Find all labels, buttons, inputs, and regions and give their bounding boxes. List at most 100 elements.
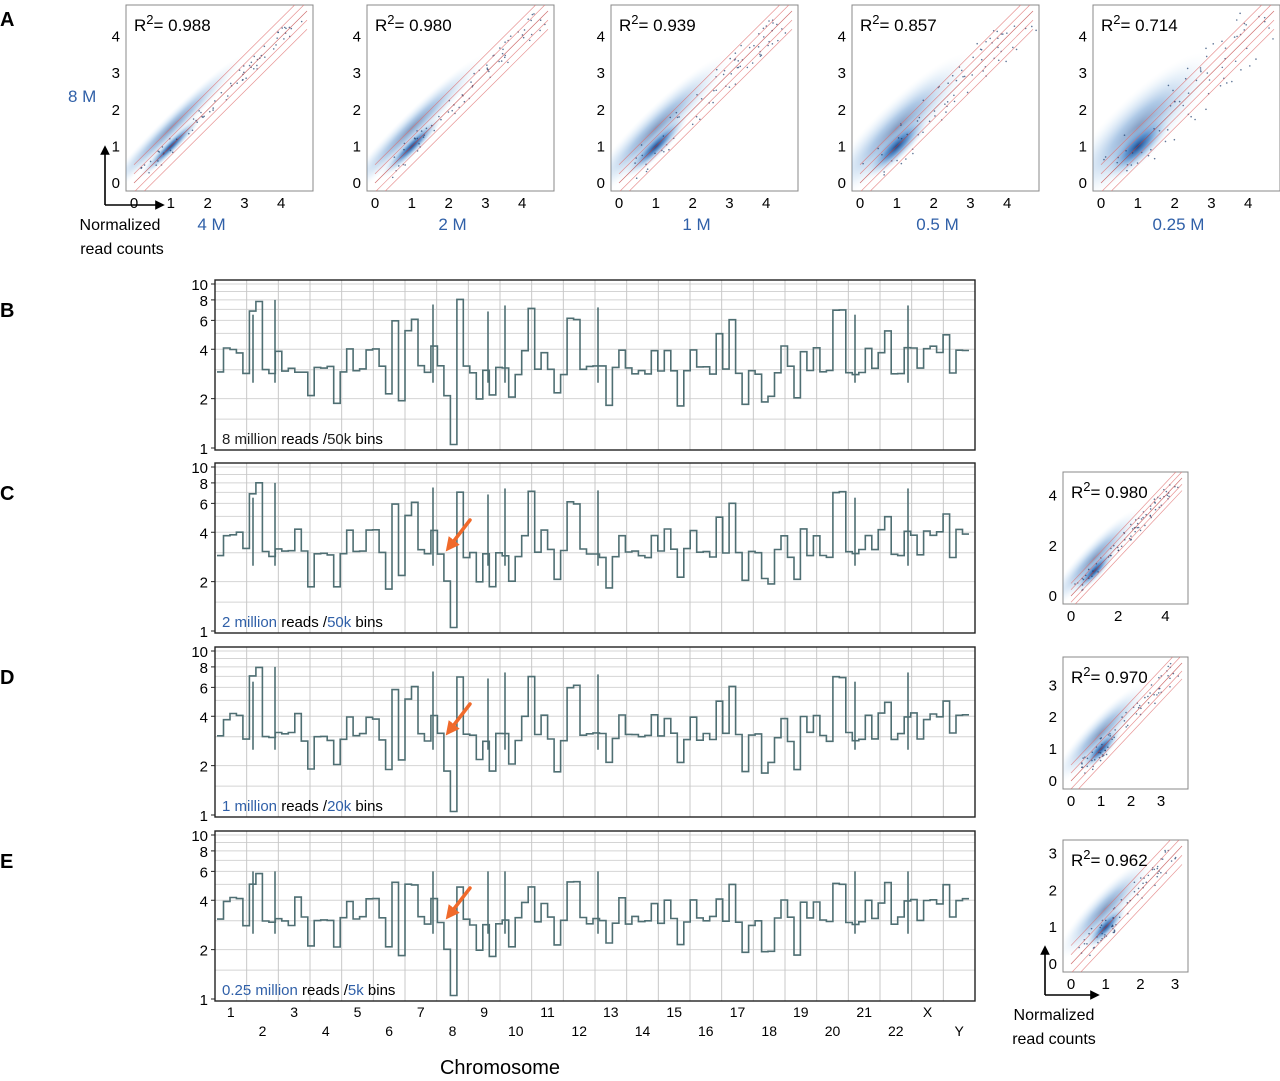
a-plot-5-point	[1167, 84, 1170, 87]
a-plot-5-point	[1136, 162, 1139, 164]
side-plot-1-point	[1112, 544, 1115, 547]
side-plot-2-point	[1126, 724, 1129, 727]
side-plot-1-point	[1136, 526, 1139, 529]
chromosome-label-18: 18	[761, 1023, 777, 1039]
side-plot-3-point	[1164, 849, 1166, 852]
a-plot-4-point	[951, 74, 954, 77]
a-plot-3-point	[700, 97, 703, 100]
a-plot-1-point	[208, 110, 211, 113]
a-plot-4-point	[1005, 60, 1007, 63]
a-plot-5-point	[1174, 100, 1176, 103]
a-plot-2-point	[416, 137, 419, 140]
a-plot-4-point	[976, 42, 978, 45]
a-plot-4-point	[945, 111, 947, 113]
side-plot-1-guide	[1070, 477, 1183, 597]
a-plot-5-point	[1195, 79, 1198, 82]
a-plot-3-point	[646, 168, 649, 170]
a-plot-4-point	[883, 174, 885, 176]
a-plot-1-guide	[133, 10, 308, 184]
a-plot-4-point	[1015, 48, 1018, 51]
a-plot-3-point	[729, 57, 731, 60]
a-plot-1-point	[264, 56, 266, 58]
a-plot-2-xtick: 3	[481, 195, 489, 212]
a-plot-1-point	[283, 38, 285, 40]
side-plot-2-point	[1123, 720, 1126, 722]
chromosome-label-9: 9	[480, 1004, 488, 1020]
side-plot-3-ytick: 2	[1049, 882, 1057, 899]
y-tick-label: 1	[200, 624, 208, 641]
a-plot-5-guide	[1100, 5, 1272, 175]
a-plot-3-point	[757, 46, 760, 48]
orange-arrow	[445, 702, 472, 736]
profile-frame	[214, 462, 976, 634]
a-plot-5-point	[1221, 66, 1224, 69]
copy-number-line	[217, 666, 969, 813]
side-plot-2-guide	[1070, 662, 1183, 782]
y-tick-label: 1	[200, 992, 208, 1009]
side-plot-3: 00 1 1 2 2 3 3 R2= 0.962	[1049, 839, 1189, 993]
a-plot-4-xtick: 1	[893, 195, 901, 212]
a-plot-1-point	[256, 64, 258, 67]
orange-arrow	[445, 886, 472, 920]
a-plot-4-xtick: 3	[966, 195, 974, 212]
a-plot-2-point	[486, 64, 488, 66]
chromosome-label-5: 5	[354, 1004, 362, 1020]
side-plot-2-point	[1111, 738, 1113, 741]
a-plot-2-point	[527, 18, 530, 20]
side-plot-1-point	[1130, 535, 1132, 537]
a-plot-4-cloud	[852, 5, 1037, 191]
a-plot-4-point	[971, 74, 973, 76]
side-plot-3-guide	[1070, 845, 1183, 965]
a-plot-5-point	[1150, 148, 1152, 151]
side-plot-2-point	[1158, 676, 1160, 679]
side-plot-3-point	[1101, 937, 1103, 940]
a-plot-4-ytick: 0	[838, 175, 846, 192]
side-plot-2-point	[1091, 759, 1093, 762]
a-plot-5-point	[1225, 82, 1228, 84]
side-plot-2-point	[1121, 716, 1123, 718]
a-plot-1-cloud	[126, 5, 308, 191]
a-plot-1-point	[212, 109, 214, 111]
a-plot-5-ytick: 1	[1079, 138, 1087, 155]
chromosome-label-21: 21	[856, 1004, 872, 1020]
a-plot-4-guide	[859, 5, 1022, 165]
a-plot-2-guide	[374, 5, 537, 165]
a-plot-3-ytick: 2	[597, 102, 605, 119]
a-plot-4-guide	[859, 10, 1034, 184]
side-plot-2-ytick: 0	[1049, 773, 1057, 790]
a-plot-2-point	[473, 72, 475, 75]
y-sample-label: 8 M	[68, 87, 96, 106]
side-plot-3-guide	[1070, 840, 1171, 946]
copy-number-line	[217, 482, 969, 629]
side-plot-1-point	[1131, 528, 1134, 530]
a-plot-3-point	[753, 44, 755, 47]
chromosome-label-4: 4	[322, 1023, 330, 1039]
a-plot-1-x-sample-label: 4 M	[197, 215, 225, 234]
a-plot-5-xtick: 0	[1097, 195, 1105, 212]
a-plot-5-point	[1123, 134, 1126, 136]
side-plot-2-point	[1114, 729, 1116, 731]
a-plot-3-guide	[618, 5, 781, 165]
a-plot-5-point	[1199, 69, 1202, 71]
a-plot-2-point	[528, 39, 531, 42]
side-plot-2-point	[1149, 692, 1151, 694]
a-plot-4-point	[946, 101, 949, 103]
side-plot-1-point	[1168, 495, 1170, 498]
a-plot-3-point	[751, 62, 754, 64]
a-plot-5-point	[1173, 138, 1176, 141]
y-tick-label: 8	[200, 476, 208, 493]
a-plot-4-point	[997, 46, 999, 49]
a-plot-1-point	[250, 61, 253, 64]
side-plot-3-point	[1113, 930, 1116, 933]
y-tick-label: 1	[200, 441, 208, 458]
a-plot-3-point	[728, 86, 731, 88]
side-plot-2-xtick: 0	[1067, 793, 1075, 810]
a-plot-3-guide	[618, 5, 790, 175]
a-plot-3-point	[713, 89, 715, 92]
side-plot-2-point	[1169, 677, 1171, 680]
side-plot-3-point	[1097, 941, 1099, 944]
a-plot-3-point	[715, 68, 718, 71]
a-plot-4-point	[1035, 29, 1037, 32]
a-plot-1: 00 1 1 2 2 3 3 4 4 R2= 0.988 4 M	[112, 4, 314, 234]
